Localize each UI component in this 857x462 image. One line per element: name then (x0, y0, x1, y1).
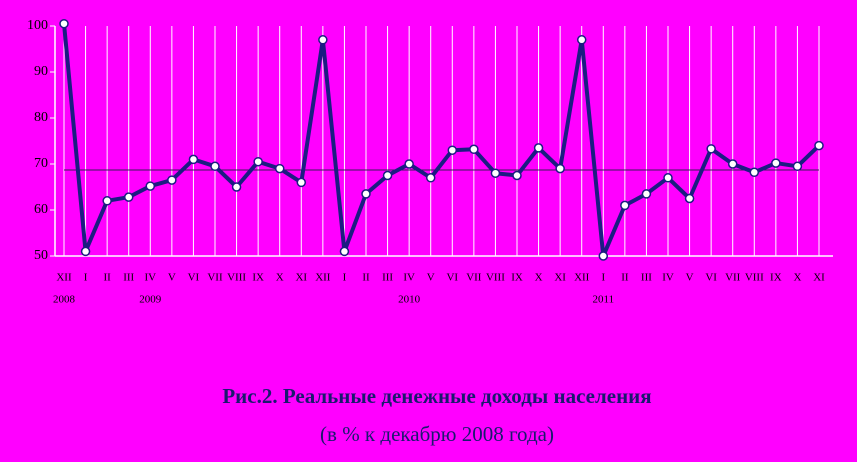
x-tick-label: VII (207, 272, 223, 284)
x-tick-label: XII (56, 272, 72, 284)
point (684, 193, 695, 204)
x-tick-label: IV (662, 272, 674, 284)
year-label: 2011 (592, 294, 614, 306)
point (771, 158, 781, 168)
x-tick-label: VI (446, 272, 458, 284)
x-tick-label: II (103, 272, 111, 284)
x-tick-label: XII (574, 272, 590, 284)
x-tick-label: V (427, 272, 435, 284)
x-tick-label: XII (315, 272, 331, 284)
x-tick-label: IX (770, 272, 782, 284)
point (188, 154, 199, 165)
point (727, 159, 738, 169)
y-tick-label: 90 (34, 64, 48, 79)
point (210, 161, 220, 172)
point (59, 18, 69, 29)
point (318, 35, 328, 45)
point (447, 145, 458, 155)
x-tick-label: X (793, 272, 801, 284)
series-line (62, 23, 821, 258)
x-tick-label: X (276, 272, 284, 284)
point (167, 175, 177, 185)
point (706, 144, 716, 154)
x-tick-label: III (123, 272, 134, 284)
x-tick-label: VI (188, 272, 200, 284)
x-tick-label: VIII (227, 272, 246, 284)
x-tick-label: XI (554, 272, 566, 284)
chart-subtitle: (в % к декабрю 2008 года) (320, 422, 554, 446)
point (555, 163, 565, 174)
y-tick-label: 70 (34, 156, 48, 171)
x-tick-label: V (686, 272, 694, 284)
x-tick-label: II (362, 272, 370, 284)
point (576, 35, 587, 45)
x-tick-label: IV (403, 272, 415, 284)
point (123, 192, 134, 202)
x-tick-label: IV (144, 272, 156, 284)
y-tick-label: 50 (34, 248, 48, 263)
y-tick-label: 100 (27, 18, 48, 33)
point (663, 173, 673, 183)
point (404, 159, 414, 169)
point (814, 140, 824, 151)
point (598, 251, 609, 261)
y-tick-label: 80 (34, 110, 48, 125)
point (512, 170, 522, 181)
x-tick-label: VI (705, 272, 717, 284)
point (425, 173, 436, 183)
year-label: 2009 (139, 294, 162, 306)
x-tick-label: III (641, 272, 652, 284)
point (145, 181, 156, 191)
point (296, 177, 307, 188)
year-label: 2008 (53, 294, 76, 306)
x-tick-label: I (84, 272, 88, 284)
point (490, 168, 501, 178)
x-tick-label: XI (295, 272, 307, 284)
x-tick-label: I (601, 272, 605, 284)
point (274, 163, 285, 174)
point (80, 246, 91, 257)
x-tick-label: VIII (745, 272, 764, 284)
x-tick-label: X (535, 272, 543, 284)
point (792, 161, 803, 172)
point (231, 182, 242, 192)
x-tick-label: VIII (486, 272, 505, 284)
x-tick-label: III (382, 272, 393, 284)
point (620, 200, 630, 211)
x-tick-label: IX (252, 272, 264, 284)
point (382, 170, 393, 181)
point (339, 246, 350, 257)
year-label: 2010 (398, 294, 421, 306)
point (533, 143, 544, 153)
point (253, 156, 263, 167)
x-tick-label: VII (466, 272, 482, 284)
point (641, 189, 652, 199)
point (749, 167, 760, 178)
x-tick-label: I (343, 272, 347, 284)
x-tick-label: II (621, 272, 629, 284)
point (102, 196, 112, 206)
x-tick-label: XI (813, 272, 825, 284)
chart-title: Рис.2. Реальные денежные доходы населени… (222, 384, 651, 408)
x-tick-label: VII (725, 272, 741, 284)
point (361, 189, 371, 199)
x-tick-label: V (168, 272, 176, 284)
x-tick-label: IX (511, 272, 523, 284)
y-tick-label: 60 (34, 202, 48, 217)
point (469, 144, 479, 155)
